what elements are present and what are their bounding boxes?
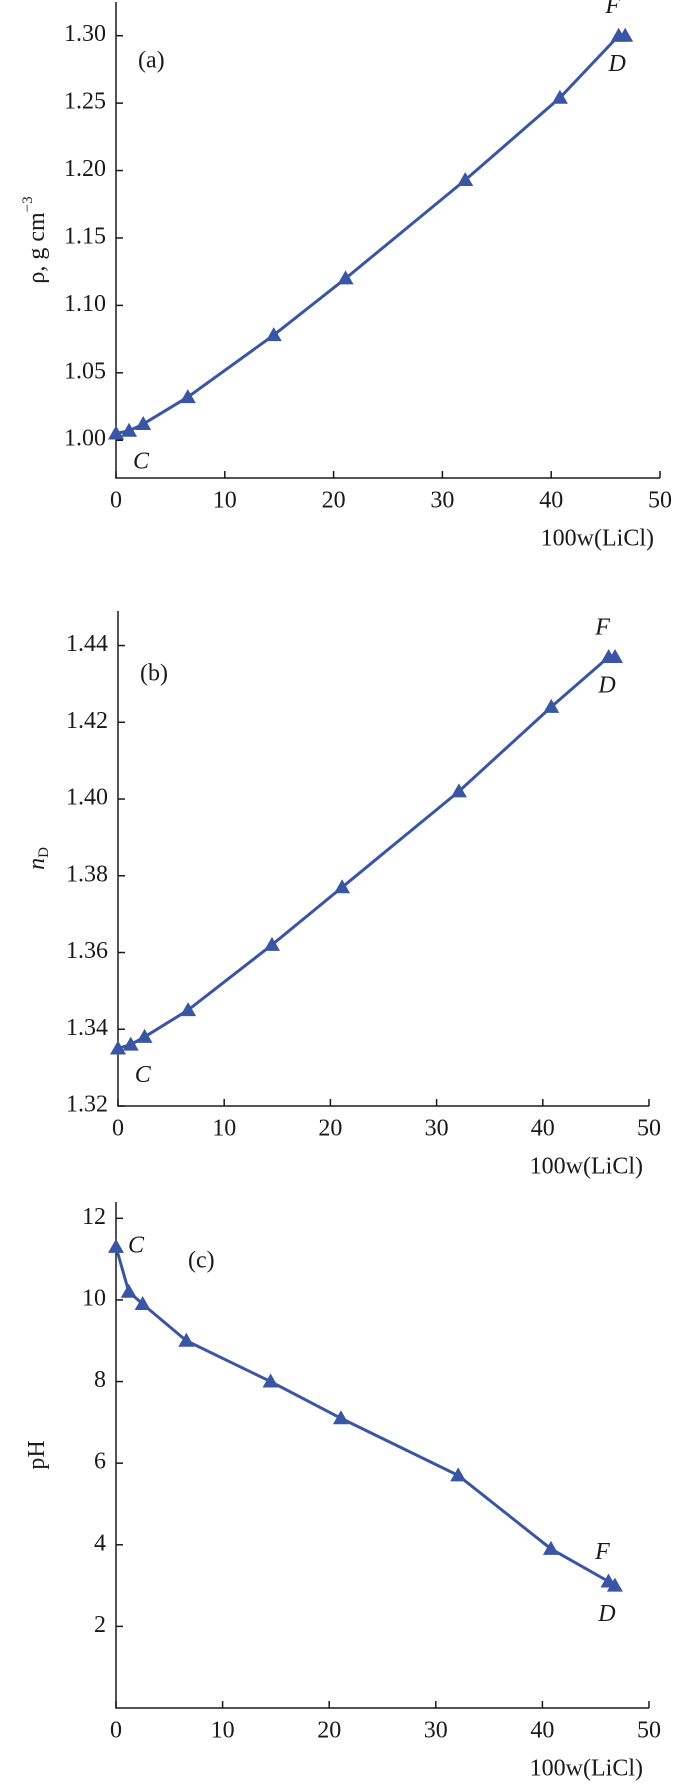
x-tick-label: 30 [430, 488, 454, 514]
x-tick-label: 50 [637, 1116, 661, 1142]
y-tick-label: 1.25 [64, 89, 106, 115]
x-tick-label: 30 [424, 1718, 448, 1744]
axes [117, 611, 649, 1107]
y-label-sub: D [36, 847, 52, 858]
panel-label: (c) [188, 1248, 215, 1274]
x-tick-label: 10 [212, 1116, 236, 1142]
data-point [178, 1332, 195, 1347]
y-tick-label: 1.34 [66, 1015, 108, 1041]
x-tick-label: 20 [318, 1116, 342, 1142]
x-tick-label: 30 [425, 1116, 449, 1142]
y-tick-label: 1.40 [66, 785, 108, 811]
y-tick-label: 1.32 [66, 1092, 108, 1118]
panel-label: (b) [140, 661, 168, 687]
point-label: C [128, 1232, 145, 1258]
data-point [334, 879, 351, 894]
y-label-text: pH [24, 1440, 50, 1469]
y-tick-label: 1.10 [64, 291, 106, 317]
x-tick-label: 50 [637, 1718, 661, 1744]
data-point [265, 327, 282, 342]
point-label: F [594, 615, 610, 641]
data-point [136, 1028, 153, 1043]
data-point [617, 27, 634, 42]
data-point [450, 783, 467, 798]
data-point [542, 1540, 559, 1555]
x-tick-label: 10 [213, 488, 237, 514]
data-point [134, 1296, 151, 1311]
data-point [543, 698, 560, 713]
y-axis-label: nD [24, 847, 53, 870]
y-label-sup: −3 [20, 196, 36, 212]
x-axis-label: 100w(LiCl) [530, 1154, 643, 1180]
data-point [606, 1577, 623, 1592]
data-point [120, 1283, 137, 1298]
data-point [551, 89, 568, 104]
y-tick-label: 1.44 [66, 631, 108, 657]
y-tick-label: 1.38 [66, 861, 108, 887]
data-point [180, 1002, 197, 1017]
point-label: C [133, 448, 150, 474]
x-axis-label: 100w(LiCl) [541, 526, 654, 552]
data-point [263, 936, 280, 951]
x-tick-label: 40 [539, 488, 563, 514]
x-tick-label: 20 [322, 488, 346, 514]
y-tick-label: 1.15 [64, 223, 106, 249]
y-label-text: ρ, g cm [24, 212, 50, 284]
y-tick-label: 10 [82, 1285, 106, 1311]
point-label: D [608, 51, 626, 77]
data-point [122, 1036, 139, 1051]
y-tick-label: 1.30 [64, 21, 106, 47]
y-label-text: n [24, 858, 50, 870]
x-tick-label: 20 [317, 1718, 341, 1744]
x-tick-label: 40 [531, 1116, 555, 1142]
data-point [262, 1373, 279, 1388]
data-point [108, 1238, 124, 1253]
data-point [135, 416, 152, 431]
y-tick-label: 1.05 [64, 358, 106, 384]
y-tick-label: 8 [94, 1367, 106, 1393]
point-label: D [597, 1601, 615, 1627]
data-point [457, 171, 474, 186]
y-tick-label: 6 [94, 1449, 106, 1475]
data-point [179, 389, 196, 404]
x-tick-label: 0 [110, 1718, 122, 1744]
data-point [332, 1410, 349, 1425]
data-line [114, 1246, 616, 1587]
y-tick-label: 1.42 [66, 708, 108, 734]
point-label: F [604, 0, 620, 19]
data-point [108, 425, 124, 440]
y-tick-label: 2 [94, 1612, 106, 1638]
point-label: D [597, 673, 615, 699]
point-label: F [594, 1539, 610, 1565]
x-tick-label: 40 [530, 1718, 554, 1744]
x-tick-label: 50 [648, 488, 672, 514]
axes [115, 2, 660, 479]
y-tick-label: 1.20 [64, 156, 106, 182]
y-axis-label: ρ, g cm−3 [20, 196, 49, 283]
panel-label: (a) [138, 48, 165, 74]
data-line [115, 34, 626, 435]
data-point [607, 649, 624, 664]
data-point [110, 1040, 126, 1055]
y-axis-label: pH [24, 1440, 50, 1469]
data-point [337, 270, 354, 285]
axes [115, 1202, 649, 1709]
data-line [117, 655, 616, 1050]
y-tick-label: 1.36 [66, 938, 108, 964]
x-tick-label: 0 [110, 488, 122, 514]
data-point [450, 1467, 467, 1482]
x-tick-label: 0 [112, 1116, 124, 1142]
point-label: C [135, 1062, 152, 1088]
x-axis-label: 100w(LiCl) [530, 1756, 643, 1782]
y-tick-label: 12 [82, 1204, 106, 1230]
y-tick-label: 4 [94, 1530, 106, 1556]
y-tick-label: 1.00 [64, 426, 106, 452]
data-point [121, 422, 138, 437]
x-tick-label: 10 [211, 1718, 235, 1744]
